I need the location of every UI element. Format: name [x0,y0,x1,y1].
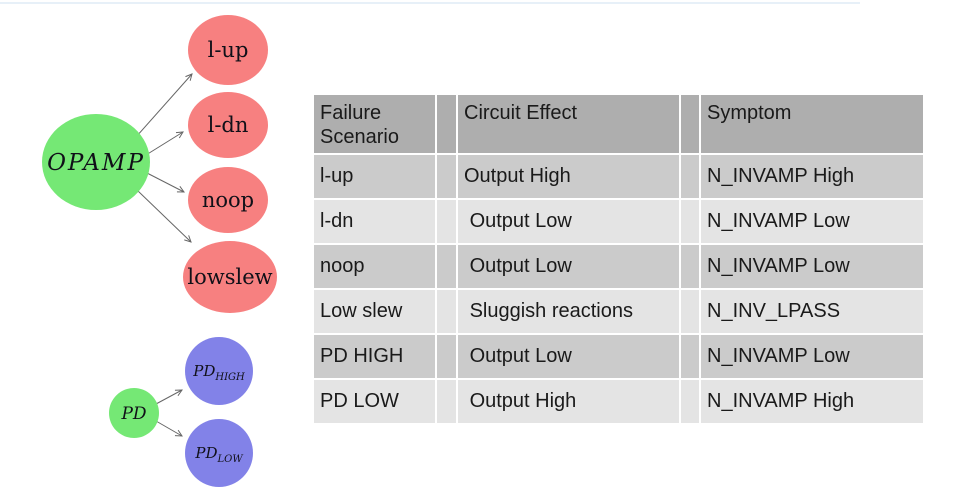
pd-high-label-main: PD [192,362,215,380]
failure-node-lup [188,15,268,85]
table-header-spacer-2 [681,95,699,153]
table-cell-effect: Output High [458,380,679,423]
pd-low-label-main: PD [194,444,217,462]
failure-node-ldn [188,92,268,158]
opamp-tree-edges [135,73,193,243]
table-spacer-cell [437,245,456,288]
table-cell-symptom: N_INVAMP Low [701,245,923,288]
edge-opamp-lup [135,73,193,138]
opamp-root-node [42,114,150,210]
failure-node-lowslew [183,241,277,313]
table-cell-symptom: N_INVAMP Low [701,200,923,243]
opamp-root-label: OPAMP [47,150,145,176]
failure-node-noop-label: noop [202,188,254,212]
table-cell-scenario: noop [314,245,435,288]
table-spacer-cell [681,290,699,333]
table-header-circuit-effect: Circuit Effect [458,95,679,153]
failure-node-ldn-label: l-dn [208,113,249,137]
table-cell-effect: Output Low [458,335,679,378]
table-header-symptom: Symptom [701,95,923,153]
table-spacer-cell [681,245,699,288]
pd-high-label: PDHIGH [192,362,245,383]
table-cell-scenario: PD HIGH [314,335,435,378]
pd-root-node [109,388,159,438]
failure-node-lup-label: l-up [208,38,249,62]
table-cell-effect: Output Low [458,200,679,243]
table-spacer-cell [681,155,699,198]
table-cell-effect: Output Low [458,245,679,288]
table-spacer-cell [437,380,456,423]
edge-opamp-ldn [145,131,184,156]
table-header-failure-scenario: Failure Scenario [314,95,435,153]
pd-low-node [185,419,253,487]
pd-low-label: PDLOW [194,444,243,465]
failure-node-noop [188,167,268,233]
table-spacer-cell [681,335,699,378]
pd-tree-edges [155,389,183,437]
table-cell-symptom: N_INVAMP High [701,380,923,423]
table-spacer-cell [437,290,456,333]
table-cell-symptom: N_INVAMP High [701,155,923,198]
table-cell-symptom: N_INVAMP Low [701,335,923,378]
edge-pd-low [155,420,183,437]
edge-opamp-lowslew [137,190,192,243]
pd-high-node [185,337,253,405]
pd-low-label-sub: LOW [217,454,244,465]
table-spacer-cell [437,155,456,198]
table-cell-scenario: l-dn [314,200,435,243]
edge-pd-high [155,389,183,405]
table-cell-symptom: N_INV_LPASS [701,290,923,333]
table-header-spacer-1 [437,95,456,153]
table-spacer-cell [681,380,699,423]
edge-opamp-noop [146,172,185,193]
table-spacer-cell [437,200,456,243]
table-spacer-cell [681,200,699,243]
table-spacer-cell [437,335,456,378]
failure-node-lowslew-label: lowslew [187,265,272,289]
top-divider-line [0,2,860,4]
table-cell-effect: Output High [458,155,679,198]
failure-scenario-table: Failure Scenario Circuit Effect Symptom … [314,95,923,423]
pd-root-label: PD [120,404,146,424]
fault-tree-diagram: OPAMP l-up l-dn noop lowslew PD PDHIGH P… [42,15,277,487]
pd-high-label-sub: HIGH [214,372,245,383]
table-cell-scenario: Low slew [314,290,435,333]
table-cell-scenario: l-up [314,155,435,198]
table-cell-effect: Sluggish reactions [458,290,679,333]
table-cell-scenario: PD LOW [314,380,435,423]
